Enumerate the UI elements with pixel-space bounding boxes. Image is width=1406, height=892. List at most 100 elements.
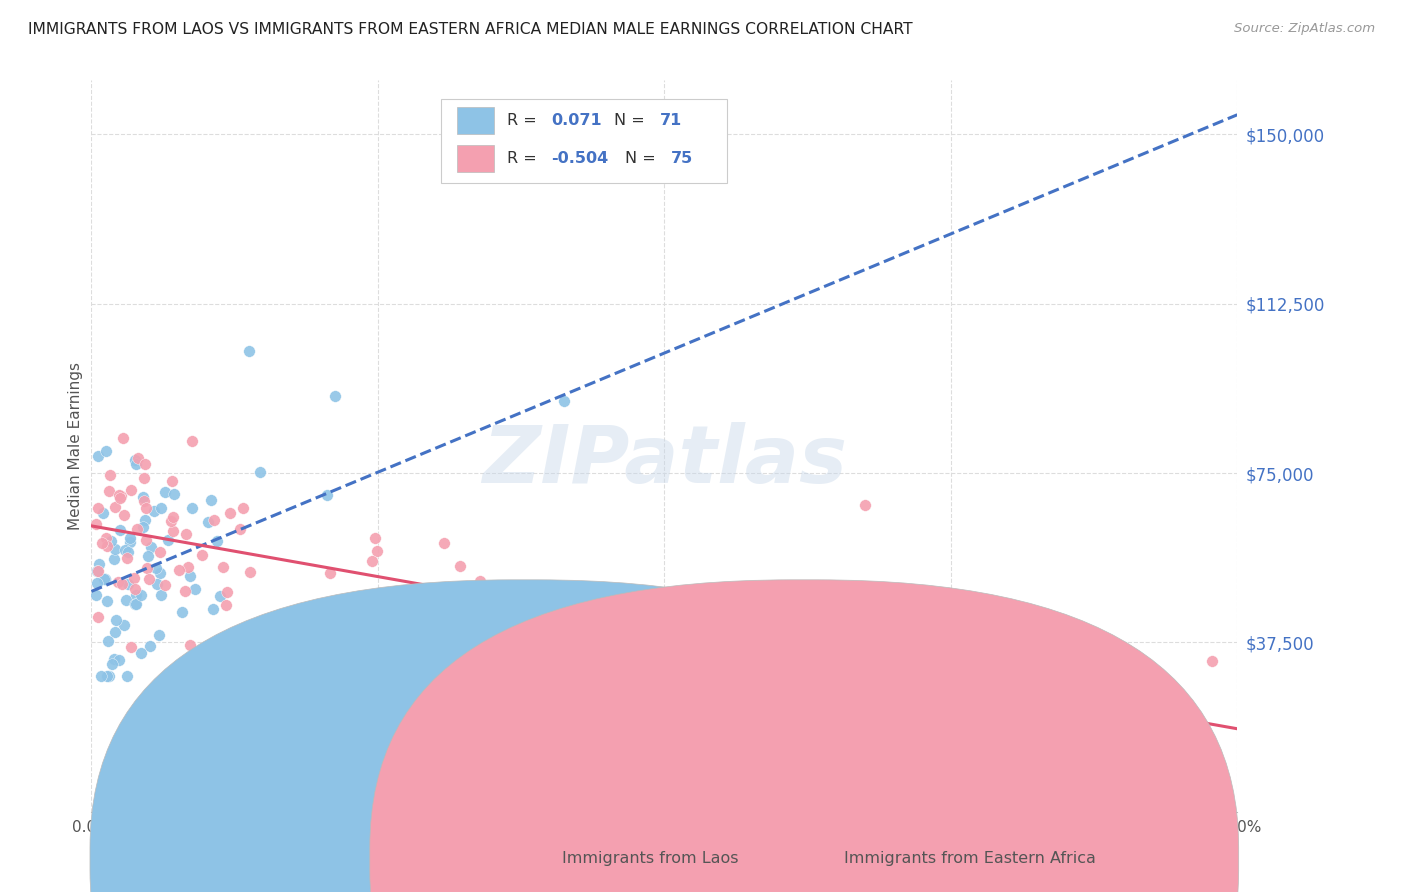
Text: Immigrants from Eastern Africa: Immigrants from Eastern Africa (844, 851, 1095, 865)
Point (364, 531, 387, 545)
Point (163, 486, 186, 500)
Text: IMMIGRANTS FROM LAOS VS IMMIGRANTS FROM EASTERN AFRICA MEDIAN MALE EARNINGS CORR: IMMIGRANTS FROM LAOS VS IMMIGRANTS FROM … (28, 22, 912, 37)
Point (112, 618, 135, 632)
Point (122, 571, 145, 585)
Point (212, 559, 235, 574)
Point (181, 501, 204, 516)
Point (468, 574, 491, 588)
Point (232, 500, 254, 515)
Text: N =: N = (614, 113, 650, 128)
Point (174, 527, 197, 541)
Point (848, 612, 870, 626)
Point (115, 551, 138, 566)
Point (209, 589, 232, 603)
Point (179, 638, 201, 652)
Point (148, 628, 170, 642)
Point (91, 507, 114, 521)
Point (553, 393, 575, 408)
Point (132, 491, 155, 505)
Y-axis label: Median Male Earnings: Median Male Earnings (67, 362, 83, 530)
Point (138, 572, 160, 586)
Point (134, 457, 156, 471)
Point (139, 639, 162, 653)
Point (120, 640, 142, 655)
Text: 71: 71 (659, 113, 682, 128)
Point (229, 522, 252, 536)
Point (97, 669, 120, 683)
Point (191, 548, 214, 562)
Point (87, 558, 110, 572)
Text: R =: R = (508, 113, 543, 128)
Text: 75: 75 (671, 151, 693, 166)
Point (118, 531, 141, 545)
Point (94, 572, 117, 586)
Point (124, 453, 146, 467)
Point (731, 643, 754, 657)
Point (405, 616, 427, 631)
Point (162, 509, 184, 524)
FancyBboxPatch shape (90, 580, 959, 892)
Text: Immigrants from Laos: Immigrants from Laos (562, 851, 740, 865)
Point (110, 489, 132, 503)
Point (135, 501, 157, 516)
Point (449, 559, 471, 574)
Point (170, 605, 193, 619)
Point (433, 536, 456, 550)
Point (104, 613, 127, 627)
Point (205, 534, 228, 549)
Point (239, 565, 262, 579)
Point (84, 588, 107, 602)
Point (90, 536, 112, 550)
Point (149, 566, 172, 580)
Point (136, 549, 159, 563)
Point (323, 389, 346, 403)
Point (104, 542, 127, 557)
Point (249, 465, 271, 479)
Point (87, 564, 110, 578)
Point (174, 583, 197, 598)
Point (96, 669, 118, 683)
Point (141, 540, 163, 554)
Point (219, 506, 242, 520)
Point (149, 588, 172, 602)
FancyBboxPatch shape (441, 99, 727, 183)
Point (603, 654, 626, 668)
Text: Source: ZipAtlas.com: Source: ZipAtlas.com (1234, 22, 1375, 36)
Point (131, 588, 153, 602)
Text: ZIPatlas: ZIPatlas (482, 422, 846, 500)
Point (86, 564, 108, 578)
Point (114, 543, 136, 558)
Point (132, 519, 155, 533)
Point (96, 539, 118, 553)
Point (117, 577, 139, 591)
Point (142, 504, 165, 518)
Point (84, 517, 107, 532)
Text: -0.504: -0.504 (551, 151, 609, 166)
Point (146, 576, 169, 591)
Point (177, 559, 200, 574)
Point (366, 543, 388, 558)
Point (853, 498, 876, 512)
Point (167, 563, 190, 577)
Point (93, 572, 115, 586)
Point (1083, 691, 1105, 706)
Point (120, 535, 142, 549)
Point (103, 652, 125, 666)
Point (768, 723, 790, 738)
Point (125, 457, 148, 471)
Point (129, 646, 152, 660)
Point (1112, 748, 1135, 763)
Point (108, 491, 131, 505)
Point (841, 682, 863, 697)
Point (104, 625, 127, 640)
Text: R =: R = (508, 151, 543, 166)
Point (135, 533, 157, 548)
Point (678, 702, 700, 716)
Point (162, 524, 184, 538)
Point (117, 545, 139, 559)
Point (114, 593, 136, 607)
Point (201, 637, 224, 651)
FancyBboxPatch shape (457, 145, 494, 172)
Point (94, 443, 117, 458)
Point (136, 560, 159, 574)
